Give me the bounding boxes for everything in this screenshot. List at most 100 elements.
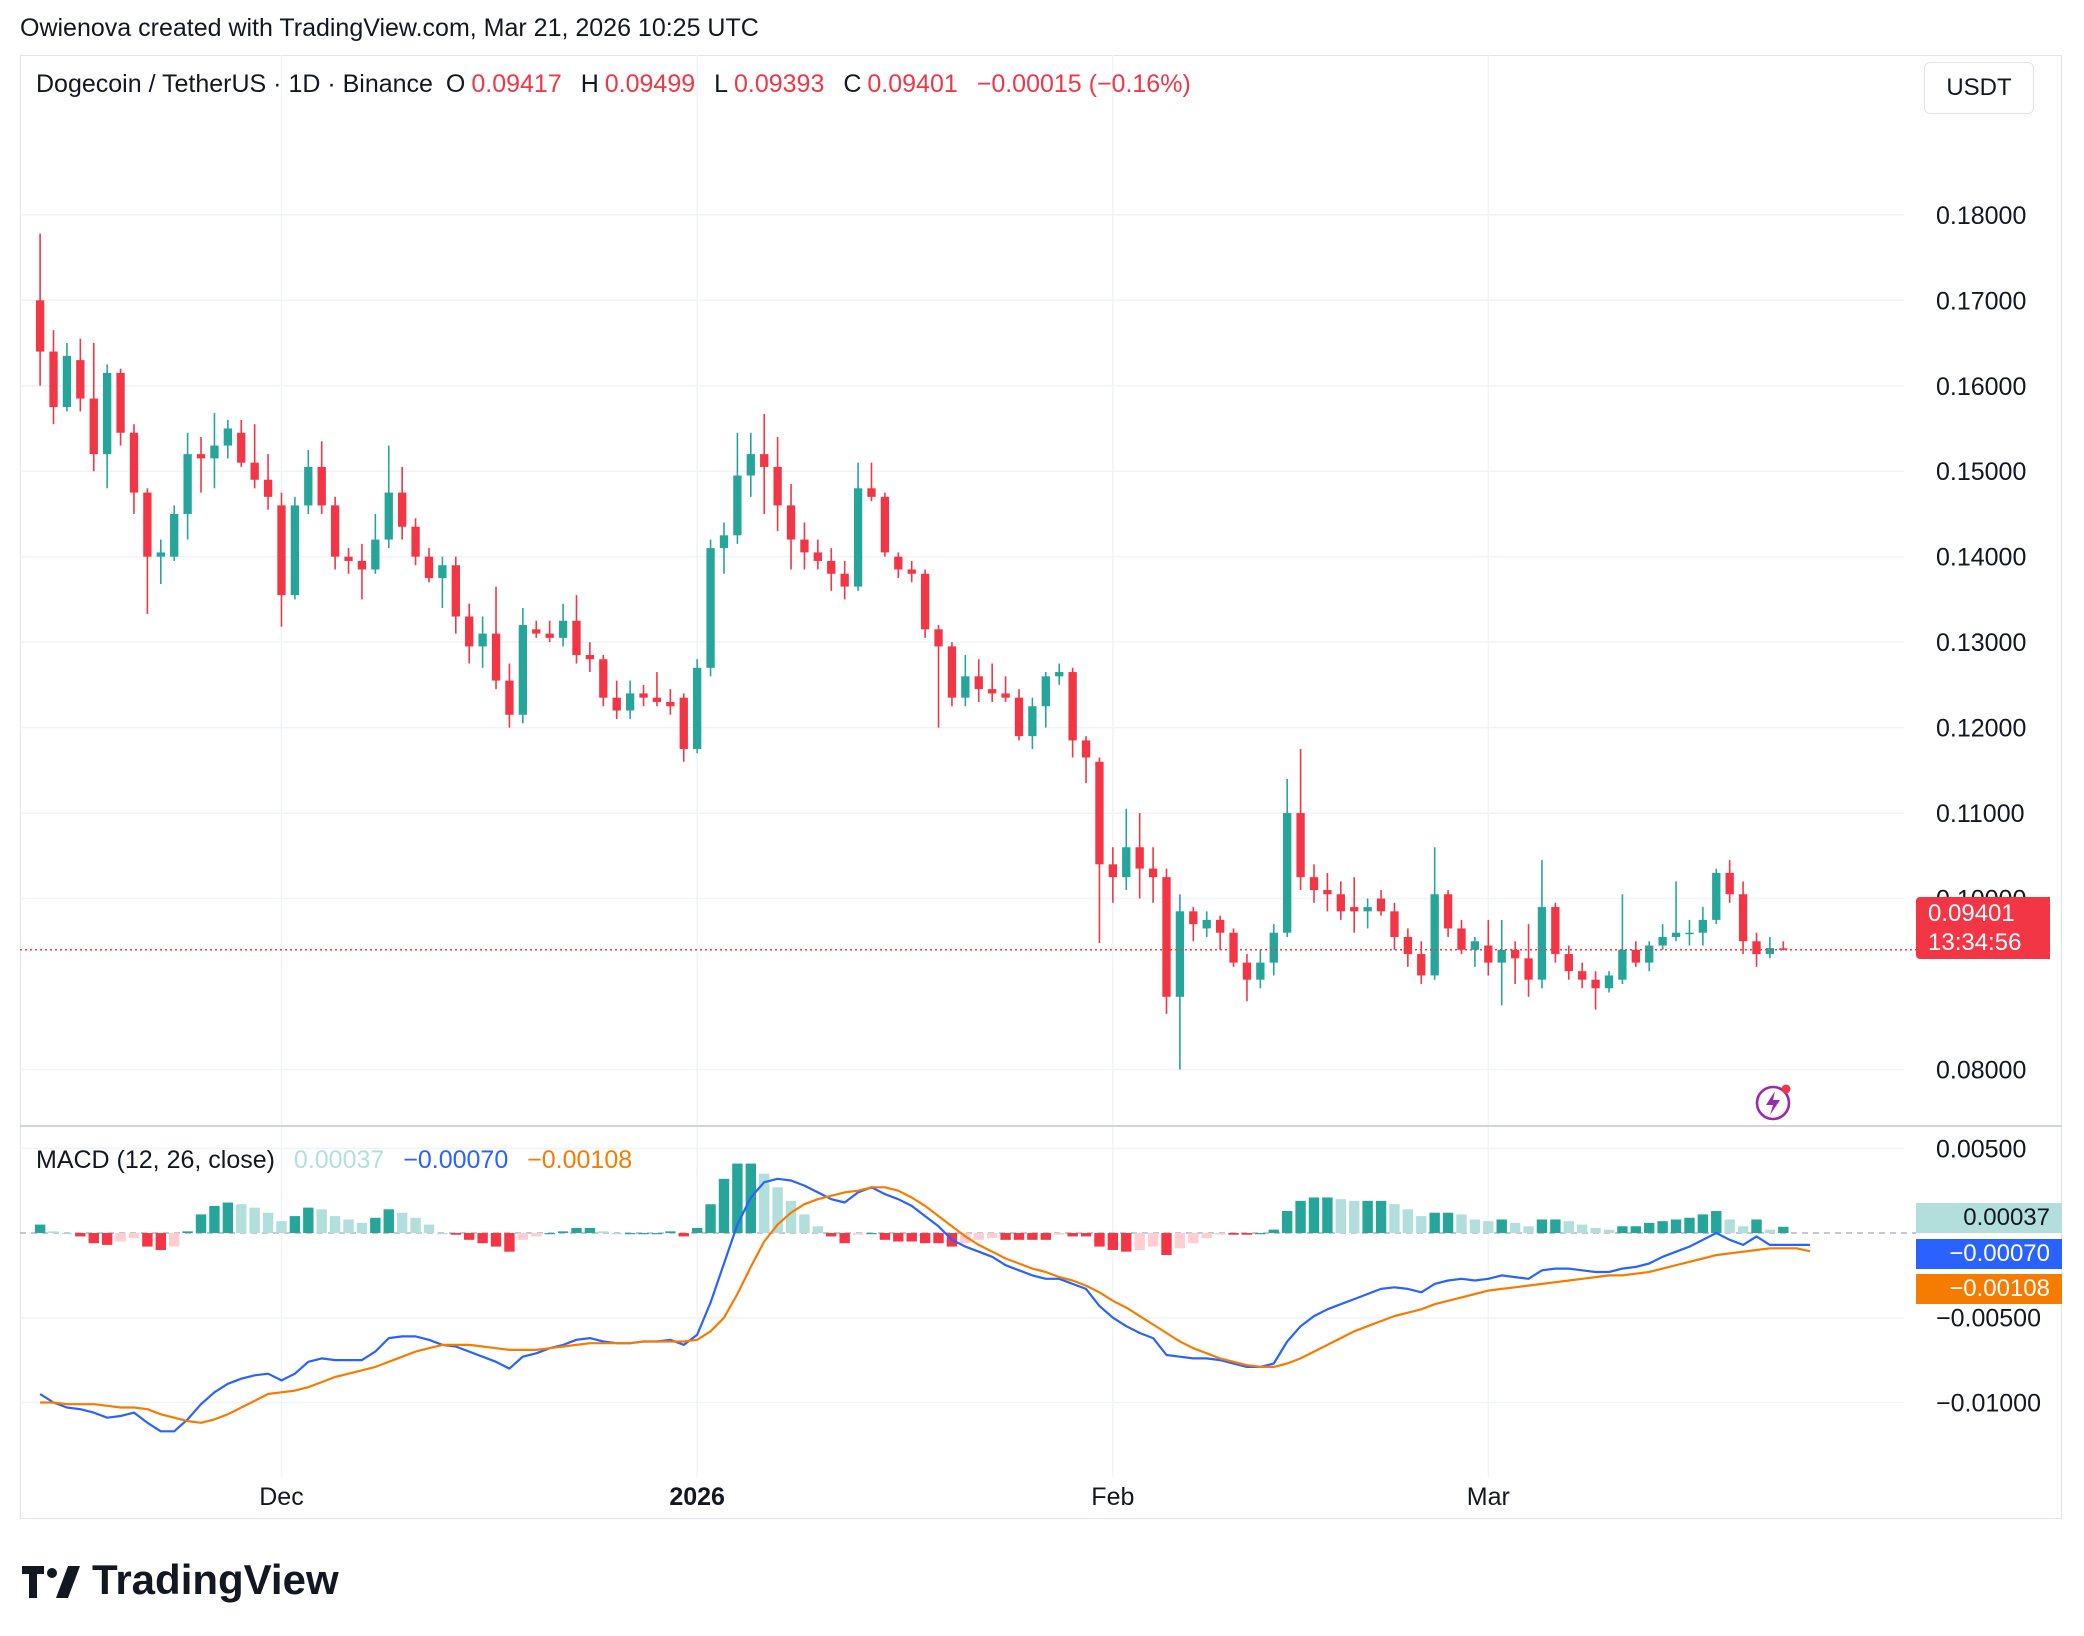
candle-body (1712, 872, 1721, 920)
last-price-value: 0.09401 (1928, 900, 2015, 927)
macd-title[interactable]: MACD (12, 26, close) (36, 1146, 275, 1174)
candle-body (1457, 928, 1466, 950)
macd-histogram-bar (1094, 1233, 1105, 1247)
low-label: L (714, 70, 728, 98)
macd-histogram-bar (34, 1224, 46, 1234)
candle-body (196, 454, 206, 459)
price-axis-label: 0.15000 (1936, 458, 2026, 486)
candle-body (451, 565, 460, 617)
candle-body (103, 372, 112, 455)
candle-body (1618, 949, 1627, 980)
macd-histogram-bar (1724, 1219, 1735, 1234)
candle-body (1122, 847, 1131, 878)
macd-histogram-bar (1295, 1200, 1306, 1234)
candle-body (827, 560, 836, 574)
macd-histogram-bar (544, 1233, 555, 1235)
macd-histogram-bar (316, 1209, 327, 1234)
time-axis-label: Mar (1467, 1483, 1510, 1511)
macd-histogram-bar (1563, 1221, 1574, 1234)
macd-histogram-bar (356, 1222, 368, 1234)
macd-histogram-bar (61, 1233, 73, 1235)
candle-body (733, 475, 742, 536)
candle-body (1175, 911, 1185, 997)
candle-body (545, 633, 554, 638)
macd-histogram-bar (1067, 1233, 1078, 1237)
macd-histogram-bar (812, 1226, 824, 1234)
candle-body (371, 539, 380, 570)
candle-body (290, 505, 300, 596)
macd-histogram-bar (1281, 1211, 1293, 1234)
candle-body (974, 676, 983, 690)
macd-histogram-bar (490, 1233, 502, 1247)
candle-body (1068, 672, 1077, 741)
macd-histogram-bar (866, 1233, 877, 1235)
candle-body (1215, 919, 1225, 933)
macd-axis-label: −0.01000 (1936, 1389, 2041, 1417)
macd-histogram-bar (691, 1227, 703, 1234)
lightning-bolt-icon[interactable] (1753, 1082, 1793, 1122)
macd-histogram-bar (1349, 1200, 1360, 1234)
macd-histogram-bar (1603, 1229, 1615, 1234)
macd-histogram-bar (1000, 1233, 1011, 1240)
macd-histogram-bar (1670, 1219, 1682, 1234)
macd-histogram-bar (1188, 1233, 1199, 1244)
macd-histogram-bar (303, 1207, 314, 1234)
macd-histogram-bar (678, 1233, 689, 1237)
macd-pane (20, 1163, 1916, 1433)
candle-body (357, 560, 367, 570)
tradingview-logo[interactable]: TradingView (22, 1556, 339, 1604)
macd-histogram-bar (1389, 1204, 1400, 1234)
candle-body (1738, 894, 1748, 942)
macd-histogram-bar (933, 1233, 944, 1244)
candle-body (35, 300, 45, 352)
candle-body (1296, 813, 1305, 878)
macd-histogram-bar (437, 1233, 448, 1235)
symbol-legend[interactable]: Dogecoin / TetherUS · 1D · Binance O 0.09… (36, 70, 1197, 99)
macd-histogram-bar (396, 1212, 408, 1234)
candle-body (1779, 948, 1788, 950)
candle-body (384, 492, 393, 540)
macd-histogram-bar (101, 1233, 113, 1245)
macd-histogram-bar (1322, 1197, 1333, 1234)
macd-histogram-bar (276, 1221, 287, 1234)
macd-histogram-bar (772, 1187, 783, 1234)
macd-histogram-bar (1201, 1233, 1212, 1239)
candle-body (1497, 949, 1506, 963)
macd-histogram-bar (1255, 1233, 1266, 1235)
candle-body (210, 445, 219, 459)
candle-body (1108, 864, 1118, 878)
candle-body (773, 466, 782, 506)
candle-body (760, 454, 769, 467)
macd-histogram-bar (1040, 1233, 1052, 1240)
currency-button[interactable]: USDT (1924, 62, 2034, 114)
candle-body (1537, 907, 1547, 980)
candle-body (652, 697, 662, 702)
macd-histogram-bar (249, 1207, 260, 1234)
macd-histogram-bar (906, 1233, 917, 1242)
candle-body (505, 680, 514, 715)
macd-legend[interactable]: MACD (12, 26, close) 0.00037 −0.00070 −0… (36, 1146, 644, 1175)
macd-histogram-bar (1590, 1227, 1601, 1234)
macd-histogram-bar (1174, 1233, 1186, 1249)
macd-histogram-bar (718, 1178, 730, 1234)
candle-body (612, 697, 621, 711)
macd-histogram-bar (1268, 1229, 1279, 1234)
price-axis-label: 0.11000 (1936, 800, 2025, 828)
candle-body (1645, 945, 1654, 963)
macd-histogram-bar (1523, 1226, 1534, 1234)
bar-countdown: 13:34:56 (1928, 929, 2022, 956)
price-axis-label: 0.08000 (1936, 1056, 2026, 1084)
macd-histogram-bar (75, 1233, 86, 1237)
candle-body (1041, 676, 1050, 707)
candle-body (1564, 954, 1573, 972)
symbol-name[interactable]: Dogecoin / TetherUS · 1D · Binance (36, 70, 433, 98)
macd-histogram-bar (785, 1200, 797, 1234)
close-value: 0.09401 (867, 70, 958, 98)
macd-line-value: −0.00070 (403, 1146, 509, 1174)
candlestick-series (20, 233, 1916, 1070)
macd-histogram-bar (517, 1233, 529, 1240)
price-axis-label: 0.16000 (1936, 373, 2026, 401)
candle-body (1014, 697, 1024, 737)
candle-body (1189, 911, 1198, 925)
